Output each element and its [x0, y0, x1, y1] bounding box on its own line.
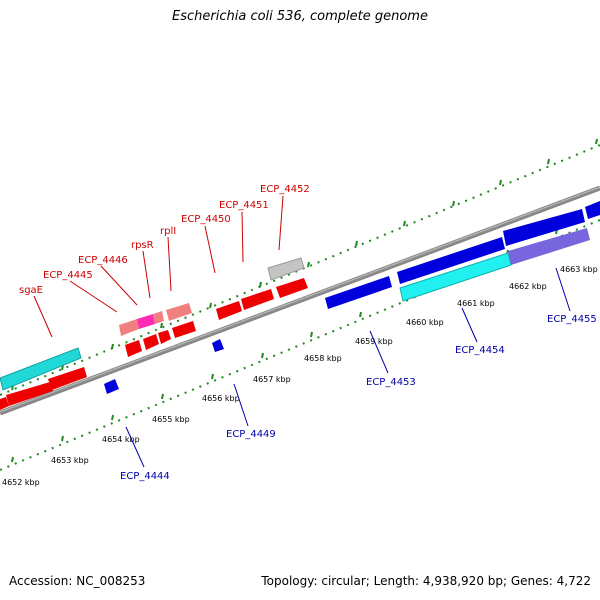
scale-label-4662: 4662 kbp	[509, 282, 547, 291]
scale-label-4655: 4655 kbp	[152, 415, 190, 424]
label-ECP_4452: ECP_4452	[260, 184, 310, 195]
gene-red-left-3	[48, 367, 87, 390]
scale-label-4656: 4656 kbp	[202, 394, 240, 403]
gene-ECP_4452	[267, 257, 305, 281]
label-ECP_4454: ECP_4454	[455, 345, 505, 356]
gene-blue-long-2	[503, 209, 585, 246]
top-leader-lines	[33, 195, 284, 338]
gene-red-right	[276, 278, 308, 298]
gene-red-small-3	[158, 330, 171, 344]
topology-summary: Topology: circular; Length: 4,938,920 bp…	[261, 574, 591, 588]
scale-label-4659: 4659 kbp	[355, 337, 393, 346]
gene-rpsR	[137, 314, 155, 329]
gene-ECP_4451	[241, 289, 274, 310]
upper-major-ticks	[11, 138, 598, 391]
scale-label-4654: 4654 kbp	[102, 435, 140, 444]
label-ECP_4445: ECP_4445	[43, 270, 93, 281]
gene-rplI	[166, 303, 192, 321]
backbone-highlight	[0, 186, 600, 413]
scale-label-4661: 4661 kbp	[457, 299, 495, 308]
gene-red-left-1	[0, 397, 9, 410]
label-sgaE: sgaE	[19, 285, 43, 296]
map-title: Escherichia coli 536, complete genome	[172, 9, 428, 24]
bottom-gene-labels: ECP_4444 ECP_4449 ECP_4453 ECP_4454 ECP_…	[120, 314, 597, 482]
top-gene-labels: sgaE ECP_4445 ECP_4446 rpsR rplI ECP_445…	[19, 184, 310, 296]
gene-red-small-4	[172, 321, 196, 338]
label-ECP_4453: ECP_4453	[366, 377, 416, 388]
scale-labels: 4652 kbp 4653 kbp 4654 kbp 4655 kbp 4656…	[2, 265, 598, 487]
label-ECP_4450: ECP_4450	[181, 214, 231, 225]
gene-ECP_4455	[508, 228, 590, 265]
bottom-leader-lines	[125, 267, 571, 468]
gene-sgaE	[0, 347, 82, 391]
gene-blue-edge	[585, 201, 600, 219]
gene-ECP_4446	[153, 311, 164, 324]
label-ECP_4455: ECP_4455	[547, 314, 597, 325]
reverse-strand-genes	[104, 201, 600, 394]
scale-label-4653: 4653 kbp	[51, 456, 89, 465]
scale-label-4658: 4658 kbp	[304, 354, 342, 363]
gene-ECP_4445	[119, 319, 139, 336]
gene-ECP_4444	[104, 379, 119, 394]
gene-ECP_4453	[325, 276, 392, 309]
label-rplI: rplI	[160, 226, 176, 237]
gene-blue-long-1	[397, 237, 505, 284]
gene-ECP_4450	[216, 301, 242, 320]
gene-red-small-2	[143, 334, 159, 350]
label-ECP_4451: ECP_4451	[219, 200, 269, 211]
label-ECP_4444: ECP_4444	[120, 471, 170, 482]
gene-red-left-2	[6, 382, 53, 406]
forward-strand-genes	[0, 257, 308, 410]
label-ECP_4449: ECP_4449	[226, 429, 276, 440]
gene-red-small-1	[125, 340, 142, 357]
scale-label-4657: 4657 kbp	[253, 375, 291, 384]
label-ECP_4446: ECP_4446	[78, 255, 128, 266]
scale-label-4660: 4660 kbp	[406, 318, 444, 327]
backbone-line	[0, 185, 600, 416]
scale-label-4652: 4652 kbp	[2, 478, 40, 487]
scale-label-4663: 4663 kbp	[560, 265, 598, 274]
accession-text: Accession: NC_008253	[9, 574, 146, 588]
gene-ECP_4449	[212, 339, 224, 352]
label-rpsR: rpsR	[131, 240, 154, 251]
